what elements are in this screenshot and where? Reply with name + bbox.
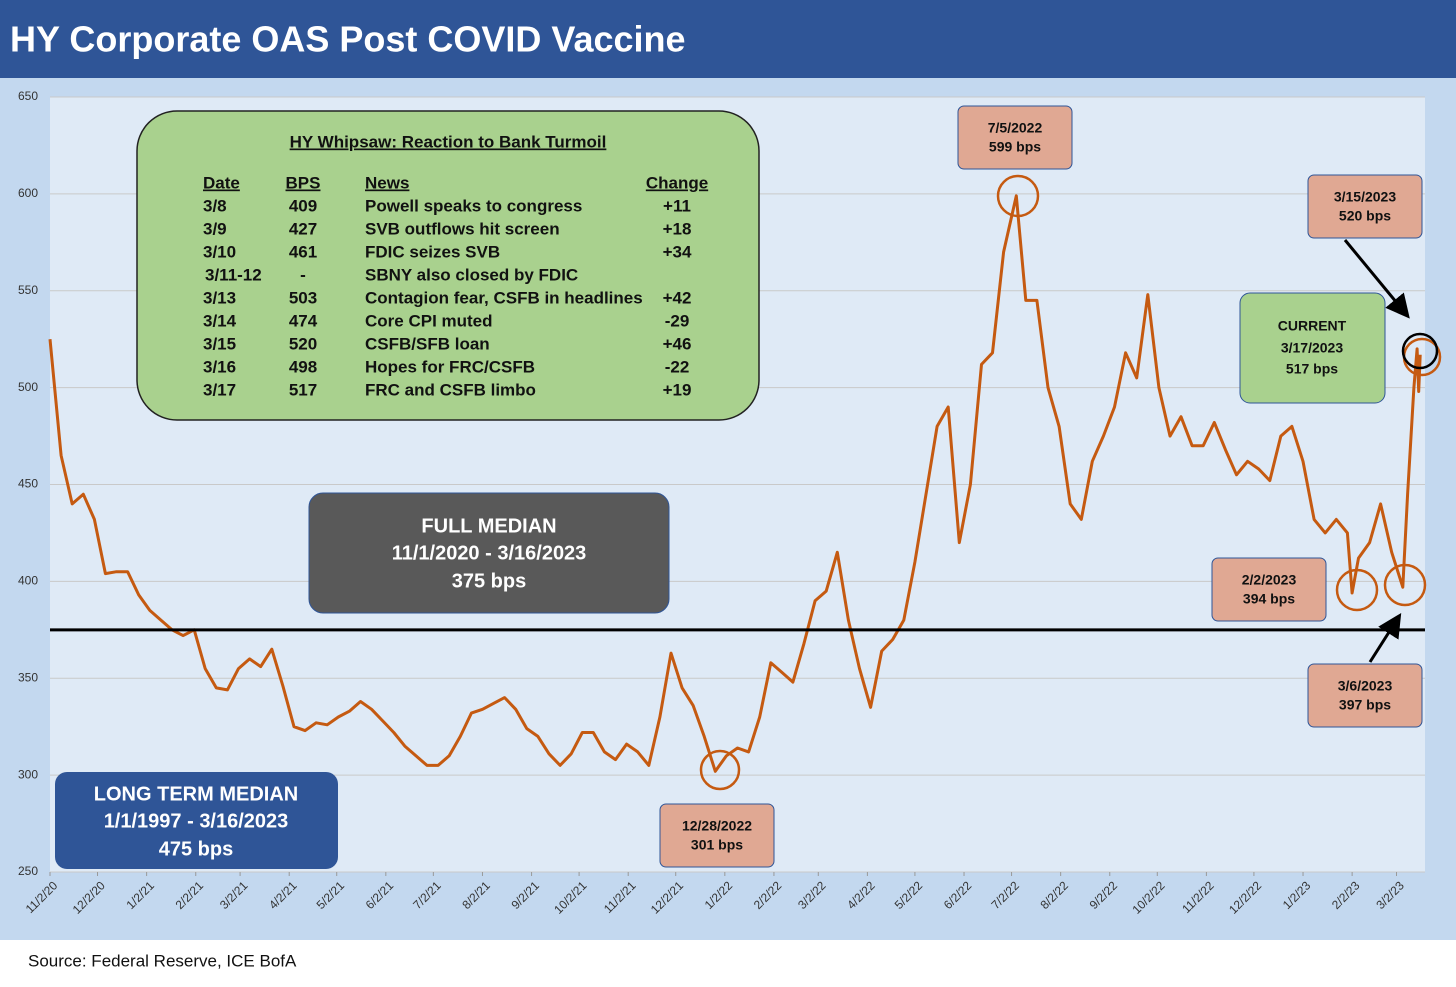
long-term-text: 475 bps [159, 838, 233, 860]
y-tick-label: 350 [18, 670, 38, 684]
chart-title: HY Corporate OAS Post COVID Vaccine [10, 19, 686, 60]
highlight-circle [1401, 332, 1439, 370]
callout-text: 3/6/2023 [1338, 678, 1393, 694]
full-median-box [308, 492, 670, 614]
callout-text: 3/15/2023 [1334, 189, 1396, 205]
table-cell: 461 [289, 242, 317, 261]
table-cell: 517 [289, 380, 317, 399]
table-header: BPS [286, 173, 321, 192]
y-tick-label: 500 [18, 380, 38, 394]
data-line [48, 194, 1422, 773]
table-cell: 498 [289, 357, 317, 376]
table-cell: +11 [663, 196, 691, 215]
y-tick-label: 600 [18, 186, 38, 200]
callout-text: 301 bps [691, 837, 743, 853]
header [0, 0, 1456, 78]
table-cell: Core CPI muted [365, 311, 493, 330]
table-cell: 520 [289, 334, 317, 353]
callout-box [957, 105, 1073, 170]
table-cell: +19 [663, 380, 692, 399]
y-tick-label: 450 [18, 477, 38, 491]
table-cell: +46 [663, 334, 692, 353]
full-median-text: FULL MEDIAN [421, 515, 556, 537]
table-cell: Contagion fear, CSFB in headlines [365, 288, 643, 307]
table-cell: 3/9 [203, 219, 227, 238]
long-term-text: LONG TERM MEDIAN [94, 783, 298, 805]
table-header: Date [203, 173, 240, 192]
arrow [1368, 612, 1402, 663]
footer [0, 940, 1456, 982]
table-cell: +18 [663, 219, 692, 238]
table-header: Change [646, 173, 708, 192]
callout-text: 599 bps [989, 139, 1041, 155]
table-cell: 3/14 [203, 311, 237, 330]
table-cell: 409 [289, 196, 317, 215]
table-cell: -29 [665, 311, 690, 330]
highlight-circle [699, 749, 741, 791]
table-cell: FRC and CSFB limbo [365, 380, 536, 399]
current-text: 517 bps [1286, 361, 1338, 377]
table-cell: FDIC seizes SVB [365, 242, 500, 261]
callout-box [1211, 557, 1327, 622]
table-cell: +42 [663, 288, 692, 307]
y-tick-label: 550 [18, 283, 38, 297]
table-cell: 3/13 [203, 288, 236, 307]
table-cell: 503 [289, 288, 317, 307]
table-cell: 427 [289, 219, 317, 238]
table-cell: 3/10 [203, 242, 236, 261]
table-title: HY Whipsaw: Reaction to Bank Turmoil [290, 132, 607, 151]
callout-text: 394 bps [1243, 591, 1295, 607]
table-cell: Powell speaks to congress [365, 196, 582, 215]
full-median-text: 375 bps [452, 570, 526, 592]
y-tick-label: 250 [18, 864, 38, 878]
table-cell: 3/16 [203, 357, 236, 376]
callout-box [1307, 174, 1423, 239]
highlight-circle [996, 174, 1040, 218]
y-tick-label: 300 [18, 767, 38, 781]
table-cell: Hopes for FRC/CSFB [365, 357, 535, 376]
callout-text: 520 bps [1339, 208, 1391, 224]
table-cell: - [300, 265, 306, 284]
callout-text: 12/28/2022 [682, 818, 752, 834]
table-cell: 474 [289, 311, 318, 330]
highlight-circle [1383, 563, 1427, 607]
table-header: News [365, 173, 409, 192]
arrow [1343, 239, 1410, 319]
y-tick-label: 650 [18, 89, 38, 103]
y-tick-label: 400 [18, 574, 38, 588]
table-cell: 3/15 [203, 334, 236, 353]
long-term-text: 1/1/1997 - 3/16/2023 [104, 810, 289, 832]
long-term-box [55, 772, 338, 869]
current-text: 3/17/2023 [1281, 340, 1343, 356]
current-box [1239, 292, 1386, 404]
full-median-text: 11/1/2020 - 3/16/2023 [392, 542, 587, 564]
table-cell: 3/8 [203, 196, 227, 215]
table-cell: 3/17 [203, 380, 236, 399]
callout-box [659, 803, 775, 868]
callout-box [1307, 663, 1423, 728]
callout-text: 397 bps [1339, 697, 1391, 713]
table-cell: CSFB/SFB loan [365, 334, 490, 353]
current-text: CURRENT [1278, 318, 1347, 334]
table-cell: SVB outflows hit screen [365, 219, 560, 238]
table-cell: +34 [663, 242, 692, 261]
table-cell: SBNY also closed by FDIC [365, 265, 578, 284]
table-box [136, 110, 760, 421]
highlight-circle [1335, 568, 1379, 612]
callout-text: 2/2/2023 [1242, 572, 1297, 588]
source: Source: Federal Reserve, ICE BofA [28, 951, 297, 970]
table-cell: -22 [665, 357, 690, 376]
table-cell: 3/11-12 [205, 265, 262, 284]
callout-text: 7/5/2022 [988, 120, 1043, 136]
